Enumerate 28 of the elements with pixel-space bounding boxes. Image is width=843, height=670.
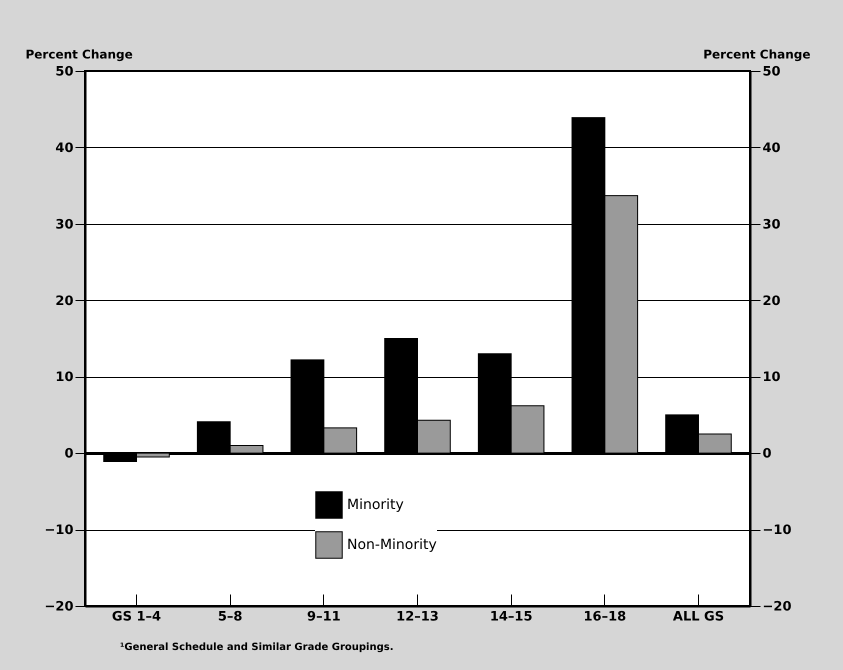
- y-tick-label: −20: [44, 600, 74, 614]
- x-tick-label: 14–15: [490, 610, 533, 624]
- text: ¹General Schedule and Similar Grade Groupings.: [120, 642, 394, 653]
- y2-axis-title: Percent Change: [703, 48, 810, 62]
- legend-label: Minority: [347, 497, 404, 513]
- x-tick-label: 12–13: [396, 610, 439, 624]
- legend-label: Non-Minority: [347, 537, 437, 553]
- y-tick-label: 10: [55, 370, 74, 386]
- y-tick-label: 0: [64, 446, 74, 462]
- y2-tick-label: 30: [762, 217, 781, 232]
- x-tick-label: 5–8: [218, 610, 242, 624]
- y2-tick-label: 10: [762, 370, 781, 386]
- y-tick-label: 20: [55, 294, 74, 309]
- y-tick-label: 40: [55, 140, 74, 156]
- y-tick-label: 30: [55, 217, 74, 232]
- y2-tick-label: 20: [762, 294, 781, 309]
- y-axis-title: Percent Change: [26, 48, 133, 62]
- y-tick-label: −10: [44, 523, 74, 538]
- y2-tick-label: −20: [762, 600, 792, 614]
- y2-tick-label: −10: [762, 523, 792, 538]
- y2-tick-label: 0: [762, 446, 772, 462]
- x-tick-label: GS 1–4: [112, 610, 162, 624]
- x-tick-label: ALL GS: [672, 610, 724, 624]
- y2-tick-label: 40: [762, 140, 781, 156]
- x-tick-label: 16–18: [583, 610, 626, 624]
- y-tick-label: 50: [55, 64, 74, 80]
- y2-tick-label: 50: [762, 64, 781, 80]
- x-tick-label: 9–11: [307, 610, 341, 624]
